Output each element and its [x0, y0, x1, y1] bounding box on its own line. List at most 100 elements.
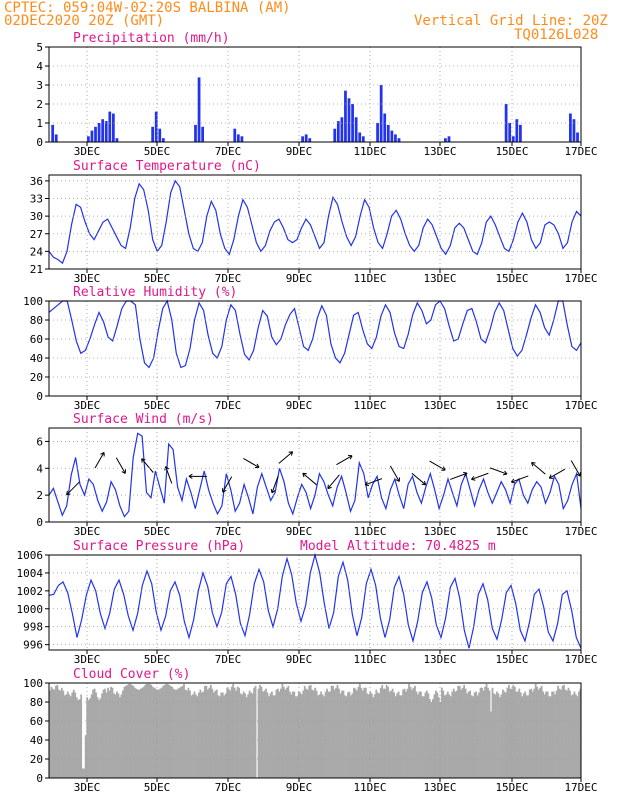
- cloud-bar: [69, 696, 72, 778]
- cloud-bar: [220, 692, 223, 778]
- cloud-bar: [431, 699, 434, 778]
- precip-bar: [233, 128, 237, 142]
- wind-arrow: [549, 468, 566, 479]
- cloud-bar: [126, 684, 129, 778]
- precip-bar: [111, 113, 115, 142]
- cloud-bar: [205, 685, 208, 778]
- x-tick-label: 9DEC: [286, 145, 313, 158]
- cloud-bar: [80, 694, 83, 778]
- y-tick-label: 0: [36, 390, 43, 403]
- cloud-bar: [306, 689, 309, 778]
- cloud-bar: [215, 689, 218, 778]
- cloud-bar: [259, 684, 261, 778]
- cloud-bar: [257, 688, 260, 778]
- cloud-bar: [251, 693, 254, 778]
- cloud-bar: [241, 694, 244, 778]
- cloud-bar: [163, 684, 166, 778]
- cloud-bar: [308, 685, 311, 778]
- cloud-bar: [190, 695, 193, 778]
- wind-arrow: [364, 478, 383, 486]
- x-tick-label: 7DEC: [215, 653, 242, 666]
- cloud-bar: [93, 688, 96, 778]
- cloud-bar: [120, 694, 123, 778]
- cloud-bar: [127, 683, 130, 778]
- precip-bar: [304, 134, 308, 142]
- cloud-bar: [148, 683, 151, 778]
- cloud-bar: [563, 684, 565, 778]
- cloud-bar: [533, 688, 536, 778]
- cloud-bar: [99, 698, 102, 778]
- cloud-bar: [165, 683, 168, 778]
- cloud-bar: [123, 686, 126, 778]
- cloud-bar: [476, 695, 479, 778]
- cloud-bar: [497, 693, 500, 778]
- wind-arrow: [389, 465, 400, 482]
- cloud-bar: [320, 691, 323, 778]
- wind-arrow: [411, 472, 426, 486]
- cloud-bar: [499, 697, 501, 778]
- y-tick-label: 0: [36, 516, 43, 529]
- cloud-bar: [527, 695, 530, 778]
- cloud-bar: [297, 691, 300, 778]
- cloud-bar: [345, 696, 348, 778]
- x-tick-label: 15DEC: [495, 525, 528, 538]
- cloud-bar: [50, 686, 53, 778]
- cloud-bar: [221, 692, 224, 778]
- cloud-bar: [375, 689, 378, 778]
- y-tick-label: 1006: [17, 549, 44, 562]
- cloud-bar: [242, 691, 245, 778]
- precip-bar: [340, 117, 344, 142]
- wind-arrow: [115, 457, 126, 474]
- x-tick-label: 17DEC: [564, 525, 597, 538]
- wind-arrow: [570, 460, 581, 477]
- cloud-bar: [415, 691, 418, 778]
- cloud-bar: [199, 689, 202, 778]
- cloud-bar: [555, 690, 558, 778]
- cloud-bar: [572, 694, 574, 778]
- cloud-bar: [455, 690, 458, 778]
- cloud-bar: [277, 688, 279, 778]
- panel-title: Surface Temperature (nC): [73, 159, 261, 174]
- panel-1: Precipitation (mm/h) 0 1 2 3 4 5 3DEC 5DEC 7DEC 9D…: [36, 31, 597, 158]
- wind-arrow: [243, 457, 260, 468]
- cloud-bar: [402, 689, 404, 778]
- precip-bar: [572, 119, 576, 142]
- cloud-bar: [291, 691, 294, 778]
- x-tick-label: 3DEC: [74, 653, 101, 666]
- cloud-bar: [180, 686, 182, 778]
- cloud-bar: [549, 696, 552, 778]
- cloud-bar: [575, 694, 577, 778]
- cloud-bar: [360, 687, 363, 778]
- cloud-bar: [104, 688, 106, 778]
- cloud-bar: [151, 686, 154, 778]
- precip-bar: [201, 126, 205, 142]
- plot-frame: [48, 554, 582, 651]
- cloud-bar: [294, 696, 297, 778]
- cloud-bar: [488, 690, 491, 778]
- y-tick-label: 5: [36, 41, 43, 54]
- cloud-bar: [464, 688, 467, 778]
- cloud-bar: [491, 687, 494, 778]
- cloud-bar: [245, 697, 248, 778]
- y-tick-label: 2: [36, 98, 43, 111]
- x-tick-label: 9DEC: [286, 272, 313, 285]
- cloud-bar: [59, 690, 62, 778]
- x-tick-label: 11DEC: [353, 525, 386, 538]
- cloud-bar: [136, 689, 139, 778]
- cloud-bar: [232, 683, 235, 778]
- cloud-bar: [382, 688, 385, 778]
- y-tick-label: 80: [30, 314, 43, 327]
- cloud-bar: [457, 685, 460, 778]
- precip-bar: [504, 104, 508, 142]
- precip-bar: [90, 130, 94, 142]
- cloud-bar: [142, 686, 145, 778]
- precip-bar: [508, 123, 512, 142]
- cloud-bar: [183, 683, 185, 778]
- cloud-bar: [157, 689, 160, 778]
- cloud-bar: [187, 687, 190, 778]
- cloud-bar: [400, 695, 403, 778]
- cloud-bar: [263, 690, 266, 778]
- plot-frame: [48, 427, 582, 523]
- cloud-bar: [247, 694, 249, 778]
- cloud-bar: [95, 692, 97, 778]
